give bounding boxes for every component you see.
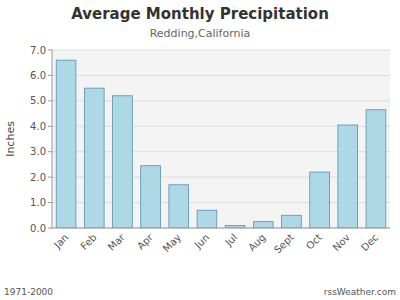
- tick-label: Feb: [78, 232, 98, 252]
- tick-label: 3.0: [30, 146, 46, 157]
- bar: [84, 88, 104, 228]
- tick-label: May: [161, 232, 183, 254]
- tick-mark: [48, 177, 52, 178]
- x-axis: Jan Feb Mar AprMay Jun Jul AugSept Oct Nov Dec: [51, 228, 390, 256]
- bar: [366, 110, 386, 228]
- tick-label: 2.0: [30, 172, 46, 183]
- bar: [113, 96, 133, 228]
- annotation: rssWeather.com: [324, 287, 396, 297]
- bar: [310, 172, 330, 228]
- tick-mark: [48, 50, 52, 51]
- tick-label: 7.0: [30, 45, 46, 56]
- bar: [169, 185, 189, 228]
- tick-mark: [48, 151, 52, 152]
- x-axis-line: [52, 228, 390, 229]
- bar: [141, 166, 161, 228]
- tick-mark: [48, 100, 52, 101]
- y-axis: 0.0 1.0 2.0 3.0 4.0 5.0 6.0 7.0: [30, 45, 52, 234]
- tick-label: Apr: [135, 231, 156, 252]
- tick-label: Oct: [304, 232, 324, 252]
- y-axis-line: [52, 50, 53, 228]
- tick-label: Aug: [246, 232, 268, 254]
- bar: [338, 125, 358, 228]
- plot-background: [52, 50, 390, 228]
- grid-line: [52, 228, 390, 229]
- tick-label: Nov: [331, 232, 353, 254]
- y-axis-label: Inches: [4, 121, 17, 157]
- tick-mark: [48, 202, 52, 203]
- tick-label: Mar: [106, 231, 128, 253]
- tick-label: Jul: [222, 232, 239, 249]
- bar: [56, 60, 76, 228]
- tick-label: Dec: [359, 232, 380, 253]
- tick-label: Sept: [272, 232, 296, 256]
- grid-line: [52, 50, 390, 51]
- tick-label: 5.0: [30, 95, 46, 106]
- tick-label: Jun: [192, 232, 212, 252]
- subtitle: Redding,California: [150, 27, 251, 40]
- tick-mark: [48, 126, 52, 127]
- tick-label: 0.0: [30, 223, 46, 234]
- bar: [197, 210, 217, 228]
- tick-label: Jan: [51, 232, 70, 251]
- tick-mark: [48, 75, 52, 76]
- tick-label: 6.0: [30, 70, 46, 81]
- bar: [282, 215, 302, 228]
- grid-line: [52, 75, 390, 76]
- tick-label: 4.0: [30, 121, 46, 132]
- bar: [253, 222, 273, 228]
- annotation: 1971-2000: [4, 287, 53, 297]
- bars: [56, 60, 386, 228]
- chart: Average Monthly Precipitation Redding,Cal…: [0, 0, 400, 300]
- grid: [52, 50, 390, 228]
- tick-label: 1.0: [30, 197, 46, 208]
- tick-mark: [48, 228, 52, 229]
- title: Average Monthly Precipitation: [71, 5, 329, 23]
